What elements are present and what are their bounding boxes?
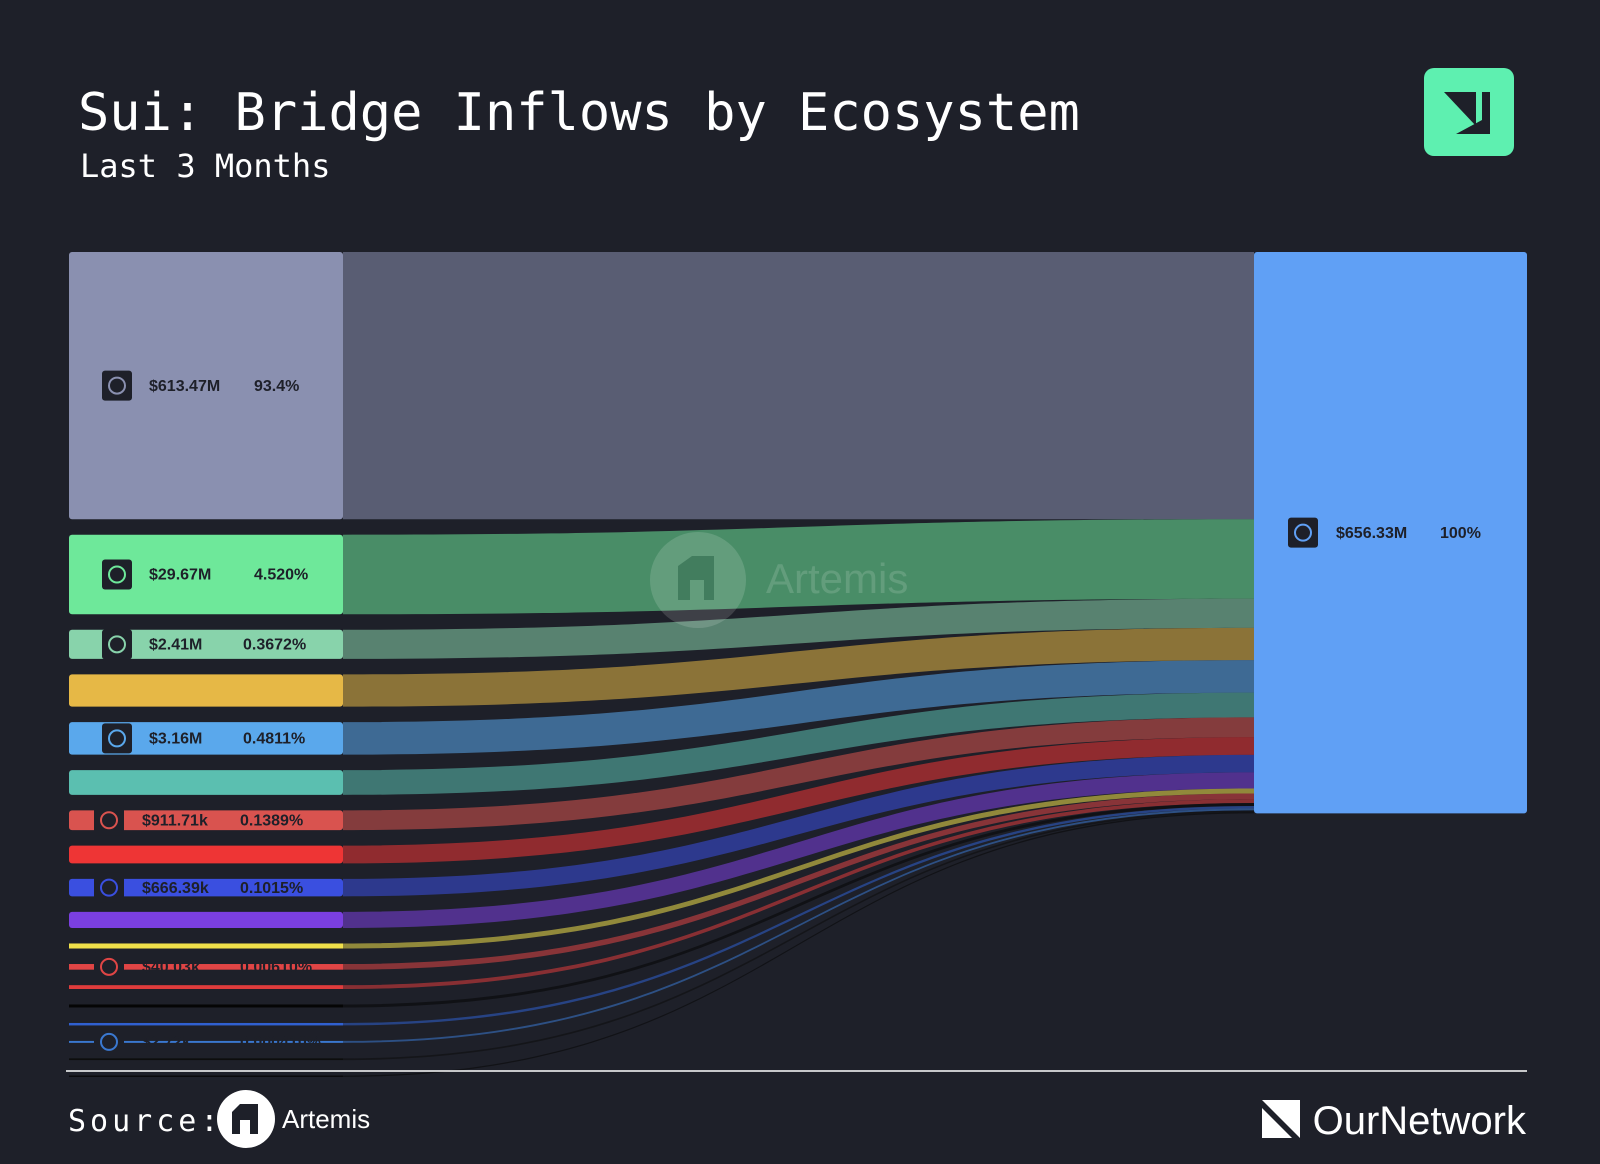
share-label: 93.4%: [254, 378, 299, 395]
target-node: [1254, 252, 1527, 814]
link: [343, 808, 1254, 1043]
source-node: [69, 1058, 343, 1061]
node-icon: [102, 723, 132, 754]
source-logo: [217, 1090, 275, 1148]
node-icon: [94, 1026, 124, 1057]
source-node: [69, 810, 343, 831]
source-node: [69, 964, 343, 970]
chart-subtitle: Last 3 Months: [80, 147, 330, 185]
watermark: Artemis: [650, 532, 908, 628]
link: [343, 802, 1254, 1008]
icon-box: [94, 805, 124, 836]
icon-glyph: [100, 878, 118, 897]
value-label: $29.67M: [149, 567, 211, 584]
link: [343, 812, 1254, 1077]
brand-name: OurNetwork: [1313, 1099, 1527, 1143]
watermark-text: Artemis: [766, 555, 908, 602]
share-label: 0.000410%: [240, 1034, 321, 1051]
icon-box: [102, 559, 132, 590]
link: [343, 788, 1254, 949]
links: [343, 252, 1254, 1077]
node-icon: [94, 872, 124, 903]
value-label: $3.16M: [149, 731, 202, 748]
node-icon: [102, 629, 132, 660]
source-node: [69, 1022, 343, 1026]
source-node: [69, 629, 343, 659]
brand-logo: [1424, 68, 1514, 156]
target-share-label: 100%: [1440, 525, 1481, 542]
node-icon: [102, 559, 132, 590]
source-node: [69, 722, 343, 755]
nodes: $613.47M 93.4% $29.67M 4.520% $2.41M 0.3672% $…: [69, 252, 1527, 1077]
icon-box: [102, 370, 132, 401]
icon-box: [1288, 517, 1318, 548]
share-label: 0.4811%: [243, 731, 305, 748]
source-node: [69, 943, 343, 949]
source-node: [69, 845, 343, 864]
value-label: $911.71k: [142, 812, 208, 829]
source-node: [69, 878, 343, 897]
source-node: [69, 534, 343, 615]
icon-glyph: [100, 811, 118, 830]
link: [343, 793, 1254, 970]
share-label: 0.3672%: [243, 637, 306, 654]
source-node: [69, 674, 343, 707]
source-node: [69, 1075, 343, 1077]
target-value-label: $656.33M: [1336, 525, 1407, 542]
value-label: $613.47M: [149, 378, 220, 395]
source-node: [69, 985, 343, 989]
source-node: [69, 1040, 343, 1043]
node-icon: [94, 951, 124, 982]
source-label: Source:: [68, 1104, 222, 1139]
link: [343, 252, 1254, 520]
icon-glyph: [100, 1032, 118, 1051]
icon-box: [94, 872, 124, 903]
link: [343, 799, 1254, 989]
source-node: [69, 770, 343, 795]
value-label: $666.39k: [142, 880, 209, 897]
icon-box: [94, 1026, 124, 1057]
source-node: [69, 911, 343, 928]
source-name: Artemis: [282, 1104, 370, 1134]
share-label: 0.1389%: [240, 812, 303, 829]
icon-box: [102, 629, 132, 660]
icon-glyph: [1294, 523, 1312, 542]
link: [343, 660, 1254, 755]
icon-glyph: [108, 635, 126, 654]
source-node: [69, 252, 343, 520]
icon-glyph: [100, 957, 118, 976]
value-label: $2.72k: [142, 1034, 191, 1051]
link: [343, 519, 1254, 615]
link: [343, 810, 1254, 1061]
icon-glyph: [108, 376, 126, 395]
chart-title: Sui: Bridge Inflows by Ecosystem: [78, 83, 1080, 143]
icon-box: [94, 951, 124, 982]
link: [343, 805, 1254, 1026]
link: [343, 717, 1254, 831]
link: [343, 627, 1254, 707]
node-icon: [94, 805, 124, 836]
node-icon: [102, 370, 132, 401]
source-node: [69, 1004, 343, 1008]
share-label: 0.00610%: [240, 959, 312, 976]
link: [343, 737, 1254, 864]
link: [343, 754, 1254, 897]
link: [343, 598, 1254, 659]
icon-glyph: [108, 565, 126, 584]
value-label: $2.41M: [149, 637, 202, 654]
ournetwork-logo: [1262, 1100, 1300, 1138]
icon-box: [102, 723, 132, 754]
icon-glyph: [108, 729, 126, 748]
share-label: 0.1015%: [240, 880, 303, 897]
share-label: 4.520%: [254, 567, 308, 584]
link: [343, 772, 1254, 928]
link: [343, 692, 1254, 795]
value-label: $40.03k: [142, 959, 200, 976]
